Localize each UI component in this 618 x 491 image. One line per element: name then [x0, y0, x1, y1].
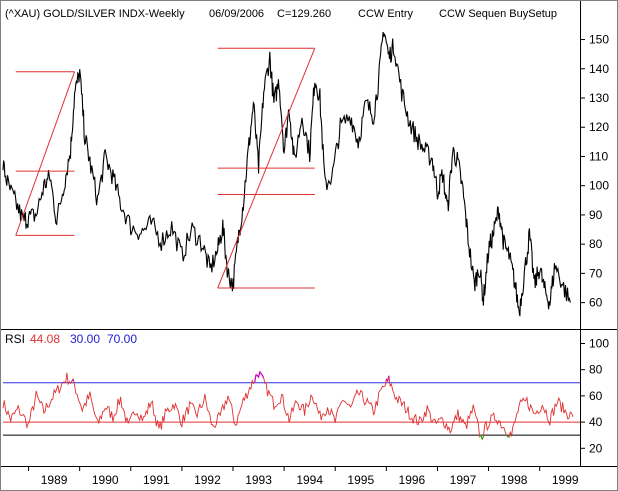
- x-tick-label: 1990: [92, 473, 119, 487]
- x-tick-label: 1998: [501, 473, 528, 487]
- rsi-legend: RSI 44.08 30.00 70.00: [5, 332, 137, 346]
- x-axis-ticks: 1989 1990 1991 1992 1993 1994 1995 1996 1997 1998…: [28, 466, 579, 487]
- x-tick-label: 1992: [194, 473, 221, 487]
- price-series: [2, 31, 571, 317]
- header-entry: CCW Entry: [358, 8, 414, 20]
- price-tick-label: 120: [589, 120, 609, 134]
- rsi-tick-label: 40: [589, 415, 603, 429]
- x-tick-label: 1999: [552, 473, 579, 487]
- x-tick-label: 1989: [41, 473, 68, 487]
- chart-title: (^XAU) GOLD/SILVER INDX-Weekly: [5, 8, 185, 20]
- rsi-label: RSI: [5, 332, 25, 346]
- price-tick-label: 100: [589, 179, 609, 193]
- header-date: 06/09/2006: [209, 8, 264, 20]
- price-line: [2, 31, 571, 317]
- chart-header: (^XAU) GOLD/SILVER INDX-Weekly 06/09/200…: [5, 8, 557, 20]
- header-close: C=129.260: [277, 8, 331, 20]
- ccw-diagonal: [217, 48, 316, 289]
- x-tick-label: 1996: [399, 473, 426, 487]
- price-tick-label: 150: [589, 33, 609, 47]
- price-tick-label: 70: [589, 266, 603, 280]
- rsi-overbought-segment: [71, 378, 74, 382]
- rsi-oversold-segment: [505, 434, 509, 438]
- x-tick-label: 1993: [245, 473, 272, 487]
- rsi-value: 44.08: [30, 332, 60, 346]
- price-tick-label: 130: [589, 91, 609, 105]
- x-tick-label: 1991: [143, 473, 170, 487]
- header-setup: CCW Sequen BuySetup: [439, 8, 557, 20]
- rsi-y-ticks: 20 40 60 80 100: [580, 336, 609, 455]
- rsi-overbought-segment: [259, 371, 262, 375]
- rsi-tick-label: 80: [589, 363, 603, 377]
- rsi-tick-label: 100: [589, 336, 609, 350]
- rsi-overbought-segment: [255, 374, 258, 376]
- rsi-overbought-segment: [387, 375, 390, 382]
- rsi-line: [2, 370, 574, 441]
- x-tick-label: 1997: [450, 473, 477, 487]
- rsi-overbought-segment: [260, 373, 263, 376]
- ccw-annotations: [15, 47, 316, 289]
- price-tick-label: 140: [589, 62, 609, 76]
- rsi-overbought-segment: [257, 371, 261, 378]
- x-tick-label: 1995: [347, 473, 374, 487]
- rsi-overbought-segment: [254, 374, 257, 383]
- rsi-tick-label: 20: [589, 441, 603, 455]
- rsi-low-level: 30.00: [70, 332, 100, 346]
- rsi-overbought-segment: [62, 381, 65, 384]
- rsi-oversold-segment: [507, 436, 510, 438]
- rsi-tick-label: 60: [589, 389, 603, 403]
- rsi-oversold-segment: [481, 436, 484, 440]
- x-tick-label: 1994: [296, 473, 323, 487]
- price-tick-label: 80: [589, 237, 603, 251]
- price-tick-label: 90: [589, 208, 603, 222]
- rsi-overbought-segment: [261, 375, 265, 379]
- price-y-ticks: 60 70 80 90 100 110 120 130 140 150: [580, 33, 609, 310]
- price-tick-label: 60: [589, 296, 603, 310]
- rsi-series: [2, 370, 574, 441]
- rsi-high-level: 70.00: [107, 332, 137, 346]
- price-tick-label: 110: [589, 149, 608, 163]
- ccw-diagonal: [15, 71, 76, 236]
